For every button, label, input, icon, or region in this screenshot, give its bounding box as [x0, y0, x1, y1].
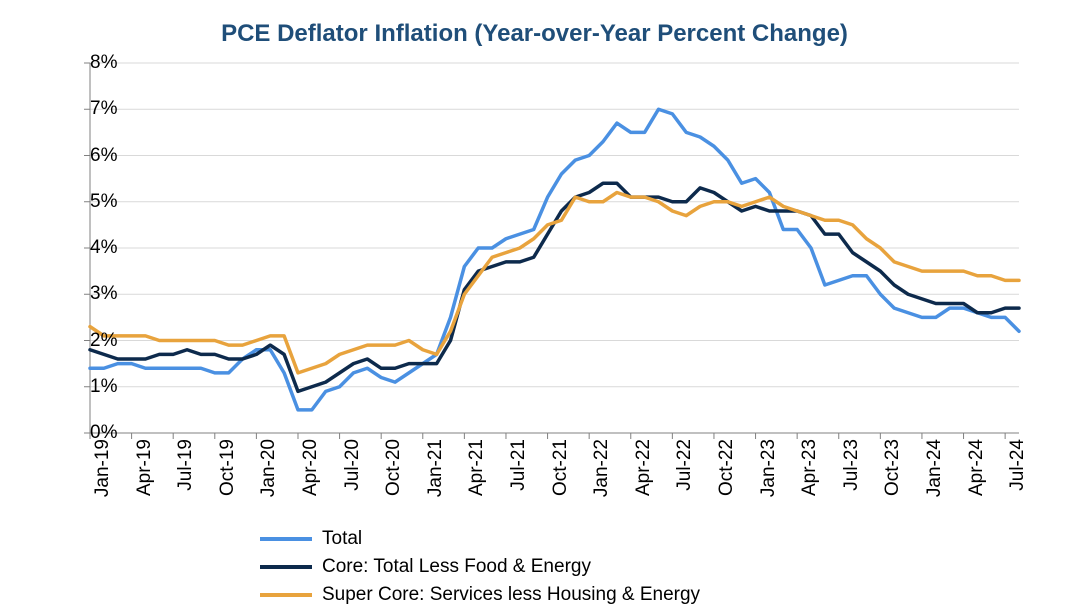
x-tick-label: Jan-22 — [581, 439, 613, 497]
x-tick-label: Apr-23 — [789, 439, 821, 496]
series-line — [90, 183, 1019, 391]
x-tick-label: Apr-22 — [623, 439, 655, 496]
x-tick-label: Oct-19 — [207, 439, 239, 496]
x-tick-label: Apr-20 — [290, 439, 322, 496]
plot-svg — [40, 58, 1029, 438]
legend: Total Core: Total Less Food & Energy Super… — [260, 528, 1029, 606]
x-tick-label: Jul-21 — [498, 439, 530, 491]
legend-swatch — [260, 537, 312, 541]
x-tick-label: Jan-24 — [914, 439, 946, 497]
legend-label: Total — [322, 528, 362, 550]
x-tick-label: Oct-23 — [872, 439, 904, 496]
x-tick-label: Apr-19 — [124, 439, 156, 496]
x-tick-label: Apr-21 — [456, 439, 488, 496]
x-tick-label: Oct-21 — [540, 439, 572, 496]
x-tick-label: Oct-22 — [706, 439, 738, 496]
x-tick-label: Jan-20 — [248, 439, 280, 497]
x-tick-label: Oct-20 — [373, 439, 405, 496]
legend-item: Core: Total Less Food & Energy — [260, 556, 1029, 578]
plot-area: 0%1%2%3%4%5%6%7%8% Jan-19Apr-19Jul-19Oct… — [40, 58, 1029, 438]
x-tick-label: Jul-23 — [831, 439, 863, 491]
x-tick-label: Jan-19 — [82, 439, 114, 497]
legend-item: Total — [260, 528, 1029, 550]
x-tick-label: Jul-20 — [332, 439, 364, 491]
legend-item: Super Core: Services less Housing & Ener… — [260, 584, 1029, 606]
legend-swatch — [260, 593, 312, 597]
x-tick-label: Jul-24 — [997, 439, 1029, 491]
legend-label: Core: Total Less Food & Energy — [322, 556, 591, 578]
legend-swatch — [260, 565, 312, 569]
chart-title: PCE Deflator Inflation (Year-over-Year P… — [40, 20, 1029, 48]
series-line — [90, 109, 1019, 410]
chart-container: PCE Deflator Inflation (Year-over-Year P… — [0, 0, 1069, 616]
x-tick-label: Jul-19 — [165, 439, 197, 491]
legend-label: Super Core: Services less Housing & Ener… — [322, 584, 700, 606]
x-tick-label: Jul-22 — [664, 439, 696, 491]
x-tick-label: Jan-23 — [748, 439, 780, 497]
x-tick-label: Jan-21 — [415, 439, 447, 497]
x-tick-label: Apr-24 — [956, 439, 988, 496]
